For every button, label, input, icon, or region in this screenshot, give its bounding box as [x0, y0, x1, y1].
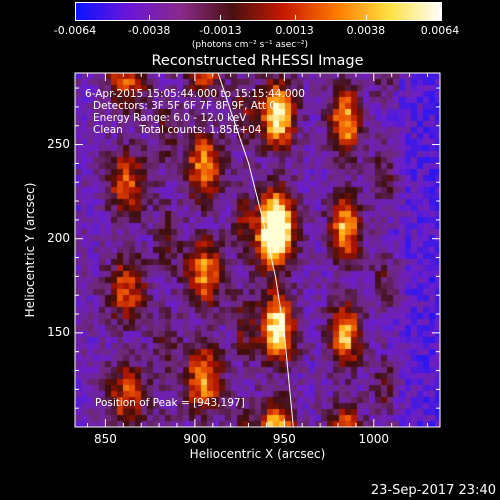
colorbar-tick-mark [294, 15, 296, 20]
x-tick-label: 1000 [358, 432, 390, 446]
colorbar-tick-mark [149, 15, 151, 20]
info-line-3: Energy Range: 6.0 - 12.0 keV [93, 112, 247, 124]
colorbar-tick-label: -0.0038 [127, 24, 171, 37]
heatmap-image [75, 73, 440, 427]
colorbar-label: (photons cm⁻² s⁻¹ asec⁻²) [191, 40, 309, 50]
y-tick-label: 250 [47, 136, 70, 151]
x-tick-label: 850 [93, 432, 117, 446]
x-tick-label: 900 [183, 432, 207, 446]
info-line-2: Detectors: 3F 5F 6F 7F 8F 9F, Att 0 [93, 100, 277, 112]
colorbar-tick-label: 0.0038 [346, 24, 386, 37]
plot-frame [74, 72, 441, 428]
x-axis-label: Heliocentric X (arcsec) [189, 447, 326, 461]
plot-overlay [74, 72, 441, 428]
footer-date: 23-Sep-2017 23:40 [370, 483, 496, 498]
colorbar-tick-mark [440, 15, 441, 20]
colorbar-tick-label: 0.0013 [275, 24, 314, 37]
colorbar-gradient [76, 3, 441, 20]
chart-title: Reconstructed RHESSI Image [151, 53, 364, 69]
colorbar [75, 2, 442, 21]
x-tick-label: 950 [272, 432, 296, 446]
colorbar-tick-mark [220, 15, 222, 20]
info-line-1: 6-Apr-2015 15:05:44.000 to 15:15:44.000 [85, 88, 305, 100]
colorbar-tick-label: -0.0064 [53, 24, 97, 37]
colorbar-tick-label: 0.0064 [420, 24, 460, 37]
y-tick-label: 200 [47, 230, 70, 245]
peak-position-label: Position of Peak = [943,197] [95, 397, 245, 409]
plot-area: 6-Apr-2015 15:05:44.000 to 15:15:44.000 … [74, 72, 441, 428]
colorbar-tick-mark [75, 15, 76, 20]
colorbar-tick-mark [365, 15, 367, 20]
y-axis-label: Heliocentric Y (arcsec) [23, 182, 37, 318]
solar-limb-line [217, 72, 294, 428]
info-line-4: Clean Total counts: 1.85E+04 [93, 124, 262, 136]
colorbar-tick-label: -0.0013 [199, 24, 242, 37]
y-tick-label: 150 [47, 324, 70, 339]
